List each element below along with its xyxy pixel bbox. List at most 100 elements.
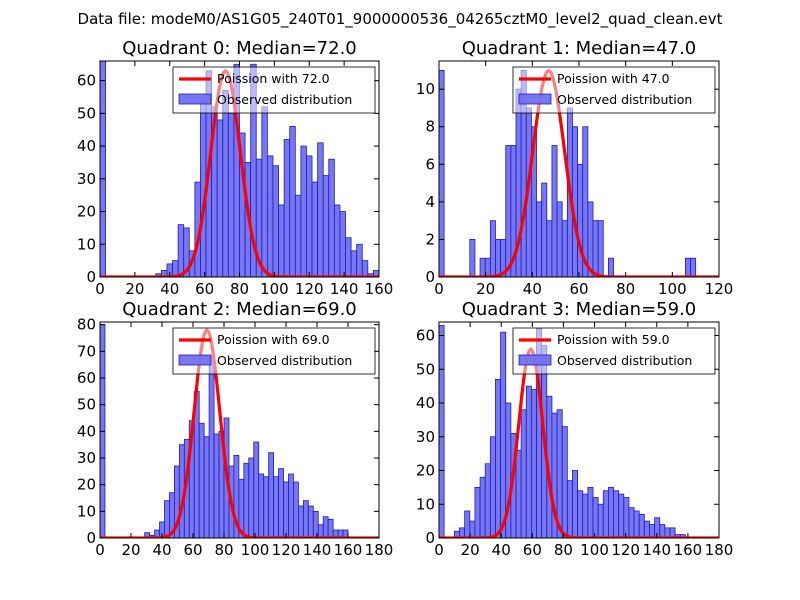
histogram-bar bbox=[266, 155, 274, 277]
y-tick-label: 70 bbox=[77, 342, 96, 360]
x-tick-label: 100 bbox=[241, 541, 270, 559]
histogram-bar bbox=[164, 500, 170, 538]
histogram-bar bbox=[597, 503, 604, 538]
x-tick-label: 20 bbox=[461, 541, 480, 559]
histogram-bar bbox=[253, 441, 260, 538]
y-tick-label: 40 bbox=[77, 422, 96, 440]
histogram-bar bbox=[643, 520, 650, 538]
histogram-bar bbox=[361, 260, 369, 277]
histogram-bar bbox=[608, 486, 614, 538]
histogram-bar bbox=[322, 175, 330, 277]
legend-patch-swatch bbox=[518, 354, 552, 366]
y-tick-label: 50 bbox=[77, 104, 96, 122]
y-tick-label: 60 bbox=[77, 369, 96, 387]
y-tick-label: 50 bbox=[416, 360, 435, 378]
histogram-bar bbox=[350, 250, 358, 277]
legend: Poission with 59.0 Observed distribution bbox=[512, 327, 716, 375]
histogram-bar bbox=[495, 378, 502, 538]
x-tick-label: 60 bbox=[569, 280, 588, 298]
x-tick-label: 0 bbox=[95, 541, 105, 559]
legend-label-observed: Observed distribution bbox=[217, 92, 352, 107]
y-tick-label: 10 bbox=[416, 495, 435, 513]
y-tick-label: 10 bbox=[77, 235, 96, 253]
x-tick-label: 140 bbox=[303, 541, 332, 559]
histogram-bar bbox=[479, 476, 486, 538]
legend-label-poisson: Poission with 59.0 bbox=[557, 332, 670, 347]
histogram-bar bbox=[317, 524, 324, 538]
y-tick-label: 20 bbox=[77, 203, 96, 221]
subplot-title: Quadrant 2: Median=69.0 bbox=[122, 299, 357, 320]
histogram-bar bbox=[577, 163, 584, 277]
histogram-bar bbox=[633, 510, 640, 538]
histogram-bar bbox=[623, 497, 630, 538]
histogram-bar bbox=[327, 518, 334, 538]
histogram-bar bbox=[283, 139, 291, 277]
y-tick-label: 0 bbox=[425, 529, 435, 547]
histogram-bar bbox=[520, 409, 527, 538]
subplot-quadrant-3: Quadrant 3: Median=59.00 20 40 60 80 100 120 14… bbox=[416, 299, 733, 559]
subplot-title: Quadrant 1: Median=47.0 bbox=[462, 38, 697, 59]
histogram-bar bbox=[525, 385, 532, 538]
histogram-bar bbox=[464, 510, 471, 538]
y-tick-label: 4 bbox=[425, 193, 435, 211]
histogram-bar bbox=[546, 220, 553, 277]
histogram-bar bbox=[566, 480, 573, 538]
histogram-bar bbox=[222, 90, 229, 277]
histogram-bar bbox=[283, 481, 289, 538]
histogram-bar bbox=[317, 142, 324, 277]
histogram-bar bbox=[597, 220, 604, 277]
histogram-bar bbox=[561, 426, 568, 538]
y-tick-label: 60 bbox=[416, 327, 435, 345]
x-tick-label: 0 bbox=[95, 280, 105, 298]
histogram-bar bbox=[261, 106, 268, 277]
x-tick-label: 120 bbox=[705, 280, 734, 298]
legend-box bbox=[172, 66, 376, 114]
subplot-title: Quadrant 3: Median=59.0 bbox=[462, 299, 697, 320]
legend-label-poisson: Poission with 72.0 bbox=[217, 71, 330, 86]
y-tick-label: 0 bbox=[425, 268, 435, 286]
histogram-bar bbox=[582, 493, 589, 538]
histogram-bar bbox=[505, 145, 512, 277]
histogram-bar bbox=[345, 237, 352, 277]
histogram-bar bbox=[439, 69, 445, 277]
histogram-bar bbox=[293, 481, 299, 538]
histogram-bar bbox=[273, 476, 279, 538]
poisson-line bbox=[100, 328, 379, 538]
histogram-bar bbox=[333, 204, 341, 277]
legend-box bbox=[512, 327, 716, 375]
histogram-bar bbox=[602, 490, 609, 538]
histogram-bar bbox=[227, 112, 235, 277]
histogram-bar bbox=[302, 500, 309, 538]
subplot-quadrant-1: Quadrant 1: Median=47.0 0 20 40 60 80 100 120 0 2… bbox=[416, 38, 733, 298]
y-tick-label: 10 bbox=[77, 502, 96, 520]
histogram-bar bbox=[294, 194, 302, 277]
histogram-bar bbox=[373, 270, 379, 277]
histogram-bar bbox=[659, 524, 666, 538]
x-tick-label: 40 bbox=[160, 280, 179, 298]
subplot-grid: Quadrant 0: Median=72.00 20 40 60 80 100 120 14… bbox=[77, 38, 733, 559]
legend-label-observed: Observed distribution bbox=[557, 353, 692, 368]
subplot-title: Quadrant 0: Median=72.0 bbox=[122, 38, 357, 59]
axes-frame bbox=[99, 321, 380, 539]
y-tick-label: 10 bbox=[416, 80, 435, 98]
histogram-bar bbox=[577, 490, 584, 538]
x-tick-label: 100 bbox=[260, 280, 289, 298]
legend-box bbox=[512, 66, 716, 114]
histogram-bar bbox=[439, 324, 445, 538]
x-tick-label: 80 bbox=[214, 541, 233, 559]
histogram-bars bbox=[439, 324, 686, 538]
x-tick-label: 80 bbox=[554, 541, 573, 559]
histogram-bar bbox=[306, 155, 313, 277]
x-tick-label: 120 bbox=[272, 541, 301, 559]
legend: Poission with 47.0 Observed distribution bbox=[512, 66, 716, 114]
histogram-bar bbox=[339, 211, 346, 277]
x-tick-label: 180 bbox=[365, 541, 394, 559]
histogram-bar bbox=[500, 331, 507, 538]
histogram-bar bbox=[198, 422, 205, 538]
histogram-bar bbox=[638, 513, 645, 538]
x-tick-label: 60 bbox=[183, 541, 202, 559]
histogram-bar bbox=[479, 257, 486, 277]
histogram-bar bbox=[100, 61, 106, 277]
y-tick-label: 30 bbox=[416, 428, 435, 446]
